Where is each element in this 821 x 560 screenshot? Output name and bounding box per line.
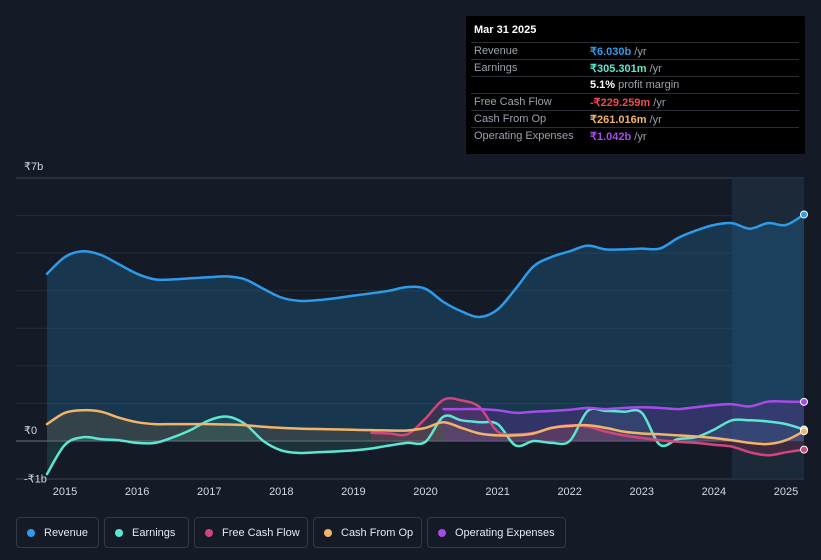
cash-from-op-area [47, 410, 804, 445]
x-tick-label: 2018 [269, 486, 293, 498]
legend-item[interactable]: Cash From Op [313, 517, 422, 548]
tooltip-row: Operating Expenses ₹1.042b /yr [471, 127, 799, 145]
y-tick-label: ₹7b [24, 161, 43, 173]
tooltip-row-unit: /yr [650, 97, 666, 109]
tooltip-panel: Mar 31 2025 Revenue ₹6.030b /yr Earnings ₹3… [466, 16, 805, 154]
legend-label: Earnings [132, 526, 176, 539]
tooltip-row-unit: /yr [631, 131, 647, 143]
x-tick-label: 2017 [197, 486, 221, 498]
tooltip-row-label: Cash From Op [474, 113, 547, 125]
operating-expenses-end-marker[interactable] [800, 397, 808, 406]
revenue-line [45, 213, 806, 319]
legend-dot-icon [438, 528, 446, 537]
x-tick-label: 2021 [485, 486, 509, 498]
tooltip-row: Free Cash Flow -₹229.259m /yr [471, 93, 799, 111]
tooltip-row-value: ₹261.016m /yr [590, 114, 662, 126]
x-tick-label: 2020 [413, 486, 437, 498]
tooltip-row: 5.1% profit margin [471, 76, 799, 94]
tooltip-row-label: Operating Expenses [474, 130, 574, 142]
x-tick-label: 2022 [557, 486, 581, 498]
x-tick-label: 2023 [630, 486, 654, 498]
legend-item[interactable]: Revenue [16, 517, 99, 548]
x-tick-label: 2015 [53, 486, 77, 498]
tooltip-row-unit: /yr [646, 63, 662, 75]
y-tick-label: -₹1b [24, 474, 47, 486]
legend-dot-icon [205, 528, 213, 537]
tooltip-row: Revenue ₹6.030b /yr [471, 42, 799, 60]
tooltip-row-unit: /yr [631, 46, 647, 58]
tooltip-row-value: ₹1.042b /yr [590, 131, 647, 143]
revenue-end-marker[interactable] [800, 210, 808, 219]
cash-from-op-line [45, 408, 806, 446]
chart-canvas: ₹7b₹0-₹1b 2015 2016 2017 2018 2019 2020 2021 20… [16, 161, 808, 498]
legend-label: Free Cash Flow [222, 526, 300, 539]
tooltip-row-unit: /yr [646, 114, 662, 126]
legend-label: Revenue [44, 526, 89, 539]
legend-item[interactable]: Earnings [104, 517, 189, 548]
y-tick-layer: ₹7b ₹0 -₹1b [24, 161, 47, 486]
tooltip-row-label: Revenue [474, 45, 519, 57]
x-tick-label: 2024 [702, 486, 726, 498]
y-tick-label: ₹0 [24, 425, 37, 437]
tooltip-row-label: Earnings [474, 62, 518, 74]
free-cash-flow-line [370, 397, 806, 457]
tooltip-date: Mar 31 2025 [474, 24, 537, 36]
tooltip-row-value: 5.1% profit margin [590, 79, 680, 91]
cash-from-op-end-marker[interactable] [800, 427, 808, 436]
line-layer [45, 213, 806, 476]
legend-label: Operating Expenses [455, 526, 555, 539]
legend-item[interactable]: Operating Expenses [427, 517, 566, 548]
x-tick-layer: 2015 2016 2017 2018 2019 2020 2021 2022 2023 2024… [53, 486, 798, 498]
legend-dot-icon [324, 528, 332, 537]
tooltip-row-value: ₹305.301m /yr [590, 63, 662, 75]
operating-expenses-line [442, 399, 806, 415]
free-cash-flow-end-marker[interactable] [800, 445, 808, 454]
legend-dot-icon [27, 528, 35, 537]
tooltip-row-unit: profit margin [615, 79, 680, 91]
legend-label: Cash From Op [341, 526, 414, 539]
tooltip-row-value: -₹229.259m /yr [590, 97, 666, 109]
marker-layer [800, 210, 808, 454]
x-tick-label: 2025 [774, 486, 798, 498]
revenue-area [47, 214, 804, 441]
tooltip-row: Earnings ₹305.301m /yr [471, 59, 799, 77]
grid-layer [16, 177, 804, 480]
legend-dot-icon [115, 528, 123, 537]
tooltip-row: Cash From Op ₹261.016m /yr [471, 110, 799, 128]
x-tick-label: 2019 [341, 486, 365, 498]
tooltip-row-label: Free Cash Flow [474, 96, 552, 108]
earnings-line [45, 407, 806, 476]
tooltip-row-value: ₹6.030b /yr [590, 46, 647, 58]
x-tick-label: 2016 [125, 486, 149, 498]
legend-item[interactable]: Free Cash Flow [194, 517, 308, 548]
